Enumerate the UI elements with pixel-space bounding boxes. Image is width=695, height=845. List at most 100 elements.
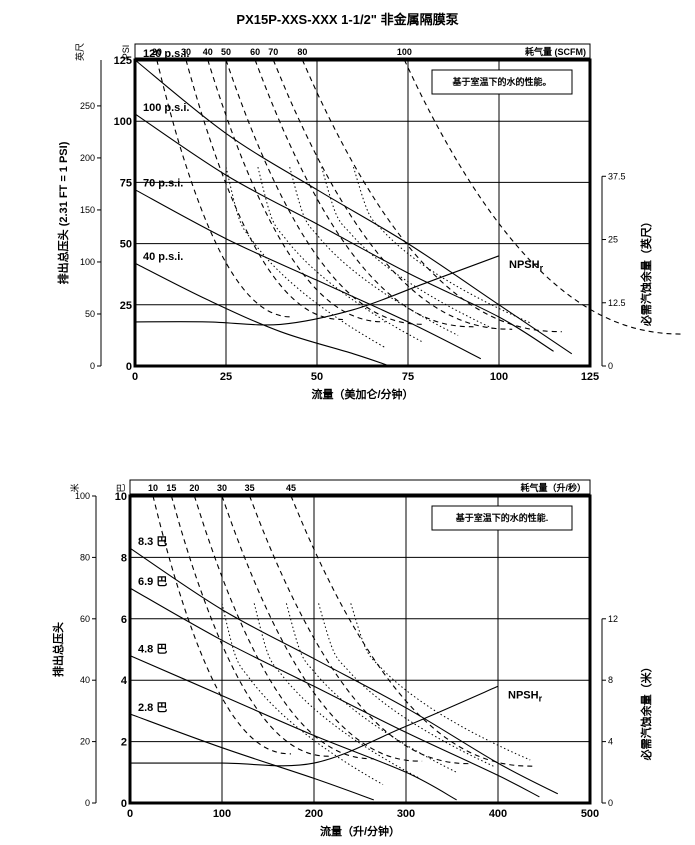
note-text: 基于室温下的水的性能。 — [451, 76, 551, 87]
y-inner-unit: PSI — [121, 45, 131, 60]
efficiency-curve — [352, 166, 532, 324]
y-inner-tick-label: 50 — [120, 239, 132, 251]
y-outer-tick-label: 80 — [80, 552, 90, 562]
series-label: 4.8 巴 — [138, 643, 167, 656]
air-tick-label: 60 — [250, 47, 260, 57]
y-inner-tick-label: 8 — [121, 552, 127, 564]
air-tick-label: 35 — [245, 483, 255, 493]
air-consumption-curve — [249, 495, 471, 765]
y2-tick-label: 0 — [608, 798, 613, 808]
air-tick-label: 30 — [217, 483, 227, 493]
air-axis-bar — [134, 43, 591, 59]
y2-tick-label: 4 — [608, 737, 613, 747]
y-inner-tick-label: 100 — [114, 116, 132, 128]
series-line — [134, 255, 500, 326]
y2-tick-label: 37.5 — [608, 171, 626, 181]
x-tick-label: 100 — [490, 371, 508, 383]
series-label: 120 p.s.i. — [143, 48, 189, 60]
note-box — [431, 69, 573, 95]
air-tick-label: 20 — [189, 483, 199, 493]
x-tick-label: 75 — [402, 371, 414, 383]
air-consumption-curve — [185, 59, 343, 321]
y-outer-unit: 英尺 — [74, 43, 85, 61]
air-tick-label: 20 — [152, 47, 162, 57]
y-inner-tick-label: 4 — [121, 675, 128, 687]
air-tick-label: 80 — [297, 47, 307, 57]
series-label: 100 p.s.i. — [143, 102, 189, 114]
x-tick-label: 400 — [489, 808, 507, 820]
efficiency-curve — [257, 166, 422, 342]
air-axis-bar — [129, 479, 591, 495]
x-tick-label: 500 — [581, 808, 599, 820]
series-line — [129, 713, 374, 801]
air-consumption-curve — [403, 59, 685, 335]
air-tick-label: 100 — [397, 47, 412, 57]
series-label: 40 p.s.i. — [143, 251, 183, 263]
air-consumption-curve — [290, 495, 533, 767]
y2-axis-title: 必需汽蚀余量（米） — [639, 661, 653, 761]
plot-frame — [128, 494, 592, 805]
efficiency-curve — [350, 603, 531, 761]
x-tick-label: 125 — [581, 371, 599, 383]
y-outer-tick-label: 100 — [75, 491, 90, 501]
air-tick-label: 70 — [268, 47, 278, 57]
air-consumption-curve — [193, 495, 374, 760]
air-tick-label: 15 — [166, 483, 176, 493]
npsh-label: NPSHr — [508, 689, 543, 703]
air-axis-title: 耗气量（升/秒） — [520, 482, 586, 493]
note-box — [431, 505, 573, 531]
series-line — [134, 59, 573, 355]
series-label: 6.9 巴 — [138, 575, 167, 588]
y-axis-title: 排出总压头 — [51, 622, 65, 677]
plot-frame — [133, 58, 592, 368]
y2-tick-label: 12 — [608, 614, 618, 624]
y-outer-tick-label: 60 — [80, 614, 90, 624]
air-consumption-curve — [225, 59, 424, 325]
efficiency-curve — [318, 603, 494, 767]
y2-tick-label: 25 — [608, 235, 618, 245]
y-inner-tick-label: 125 — [114, 55, 132, 67]
air-consumption-curve — [156, 59, 294, 318]
npsh-label: NPSHr — [509, 259, 544, 273]
y-outer-tick-label: 20 — [80, 737, 90, 747]
air-tick-label: 50 — [221, 47, 231, 57]
air-consumption-curve — [207, 59, 386, 323]
x-tick-label: 0 — [127, 808, 133, 820]
series-line — [134, 262, 390, 367]
efficiency-curve — [289, 166, 459, 336]
y-inner-tick-label: 10 — [115, 491, 127, 503]
y-outer-tick-label: 150 — [80, 205, 95, 215]
y-outer-unit: 米 — [69, 483, 80, 492]
air-tick-label: 40 — [203, 47, 213, 57]
air-consumption-curve — [254, 59, 474, 328]
series-label: 70 p.s.i. — [143, 178, 183, 190]
air-tick-label: 30 — [181, 47, 191, 57]
y-outer-tick-label: 50 — [85, 309, 95, 319]
air-consumption-curve — [301, 59, 562, 333]
y2-tick-label: 12.5 — [608, 298, 626, 308]
air-consumption-curve — [152, 495, 292, 755]
x-tick-label: 50 — [311, 371, 323, 383]
air-consumption-curve — [221, 495, 423, 762]
series-label: 8.3 巴 — [138, 535, 167, 548]
efficiency-curve — [221, 603, 384, 786]
y-outer-tick-label: 0 — [85, 798, 90, 808]
y-inner-tick-label: 0 — [126, 361, 132, 373]
y-outer-tick-label: 40 — [80, 675, 90, 685]
note-text: 基于室温下的水的性能. — [455, 512, 549, 523]
x-tick-label: 25 — [220, 371, 232, 383]
page-title: PX15P-XXS-XXX 1-1/2" 非金属隔膜泵 — [236, 12, 459, 27]
air-consumption-curve — [272, 59, 513, 330]
x-tick-label: 200 — [305, 808, 323, 820]
air-tick-label: 10 — [148, 483, 158, 493]
y-inner-unit: 巴 — [116, 483, 126, 492]
y-inner-tick-label: 25 — [120, 300, 132, 312]
air-tick-label: 45 — [286, 483, 296, 493]
series-line — [134, 113, 554, 352]
efficiency-curve — [253, 603, 421, 779]
y-outer-tick-label: 200 — [80, 153, 95, 163]
series-line — [129, 655, 457, 801]
x-tick-label: 0 — [132, 371, 138, 383]
y-inner-tick-label: 75 — [120, 177, 132, 189]
series-label: 2.8 巴 — [138, 701, 167, 714]
